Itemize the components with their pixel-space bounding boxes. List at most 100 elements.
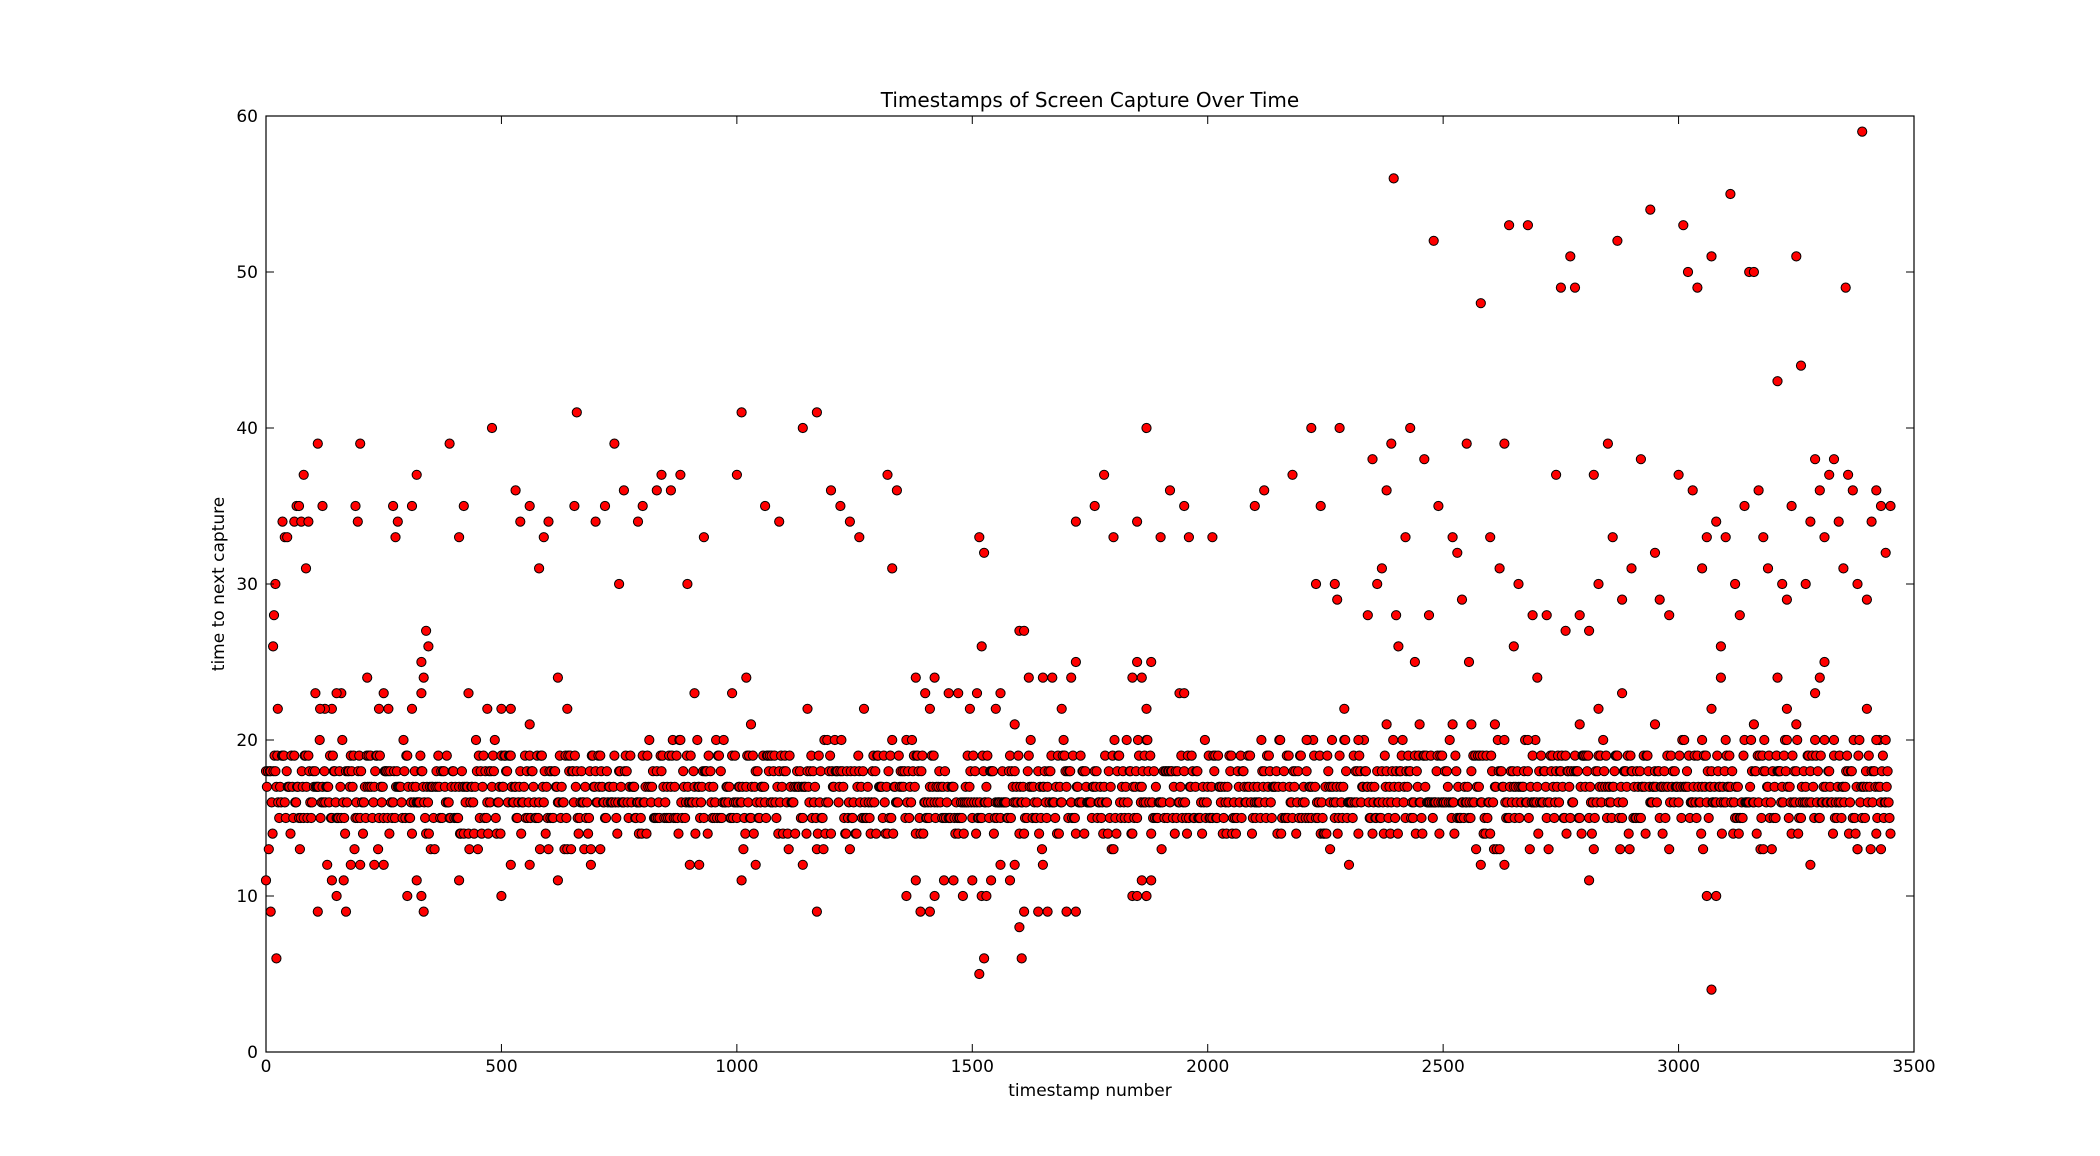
data-point — [1649, 719, 1661, 730]
data-point — [801, 828, 812, 839]
data-point — [260, 875, 272, 886]
data-point — [1207, 532, 1218, 543]
data-point — [1400, 532, 1411, 543]
data-point — [1634, 766, 1646, 777]
data-point — [1795, 812, 1807, 824]
data-point — [1673, 797, 1684, 808]
data-point — [1883, 797, 1894, 808]
data-point — [1766, 844, 1777, 855]
data-point — [910, 672, 921, 683]
data-point — [715, 766, 726, 777]
data-point — [1866, 516, 1877, 527]
data-point — [1527, 610, 1538, 621]
data-point — [974, 968, 985, 980]
data-point — [505, 703, 516, 714]
data-point — [1056, 703, 1067, 714]
data-point — [1795, 360, 1807, 371]
data-point — [743, 797, 754, 808]
data-point — [402, 890, 413, 902]
data-point — [790, 828, 801, 839]
data-point — [1810, 454, 1821, 465]
data-point — [1660, 812, 1671, 824]
data-point — [1642, 750, 1653, 761]
data-point — [433, 750, 444, 761]
data-point — [583, 828, 594, 839]
data-point — [1852, 844, 1863, 855]
data-point — [478, 750, 489, 761]
data-point — [528, 781, 539, 792]
data-point — [1136, 672, 1147, 683]
data-point — [1824, 766, 1835, 777]
data-point — [1875, 500, 1887, 512]
data-point — [1256, 734, 1267, 746]
data-point — [340, 906, 352, 917]
data-point — [384, 828, 395, 839]
data-point — [444, 438, 455, 449]
data-point — [673, 828, 684, 839]
data-point — [1278, 766, 1290, 777]
data-point — [716, 812, 727, 824]
data-point — [1576, 828, 1587, 839]
data-point — [1532, 672, 1543, 683]
data-point — [1623, 828, 1634, 839]
data-point — [1338, 781, 1349, 792]
data-point — [1810, 688, 1821, 699]
data-point — [487, 750, 499, 761]
data-point — [1390, 812, 1401, 824]
data-point — [1019, 625, 1030, 636]
data-point — [1386, 438, 1397, 449]
data-point — [971, 828, 982, 839]
data-point — [543, 844, 554, 855]
data-point — [1275, 734, 1286, 746]
data-point — [612, 828, 623, 839]
x-axis-title: timestamp number — [1008, 1081, 1171, 1101]
data-point — [293, 500, 305, 512]
data-point — [1880, 734, 1891, 746]
data-point — [558, 797, 569, 808]
data-point — [1745, 781, 1756, 792]
data-point — [979, 547, 990, 558]
data-point — [327, 750, 338, 761]
data-point — [1842, 750, 1853, 761]
data-point — [576, 766, 587, 777]
data-point — [1838, 563, 1849, 574]
data-point — [1599, 766, 1610, 777]
data-point — [1295, 750, 1307, 761]
data-point — [1756, 812, 1767, 824]
data-point — [468, 797, 479, 808]
data-point — [1602, 438, 1614, 449]
data-point — [694, 859, 705, 870]
data-point — [629, 781, 640, 792]
data-point — [1433, 500, 1444, 512]
data-point — [665, 485, 677, 496]
data-point — [1772, 376, 1783, 387]
data-point — [355, 859, 366, 870]
data-point — [1645, 204, 1656, 215]
data-point — [1381, 719, 1392, 730]
data-point — [272, 703, 283, 714]
data-point — [1014, 922, 1025, 933]
data-point — [1665, 750, 1677, 761]
data-point — [888, 828, 899, 839]
data-point — [416, 688, 427, 699]
data-point — [322, 859, 333, 870]
data-point — [268, 641, 279, 652]
data-point — [285, 828, 296, 839]
data-point — [656, 469, 667, 480]
data-point — [1854, 734, 1865, 746]
data-point — [399, 766, 410, 777]
data-point — [1463, 656, 1475, 668]
data-point — [1246, 828, 1258, 839]
data-point — [448, 766, 459, 777]
data-point — [1334, 422, 1345, 434]
data-point — [1588, 844, 1599, 855]
data-point — [1347, 812, 1358, 824]
data-point — [1142, 734, 1153, 746]
data-point — [496, 890, 507, 902]
y-tick-label: 30 — [236, 575, 258, 595]
data-point — [906, 797, 917, 808]
data-point — [825, 485, 837, 496]
data-point — [570, 781, 581, 792]
data-point — [680, 812, 691, 824]
